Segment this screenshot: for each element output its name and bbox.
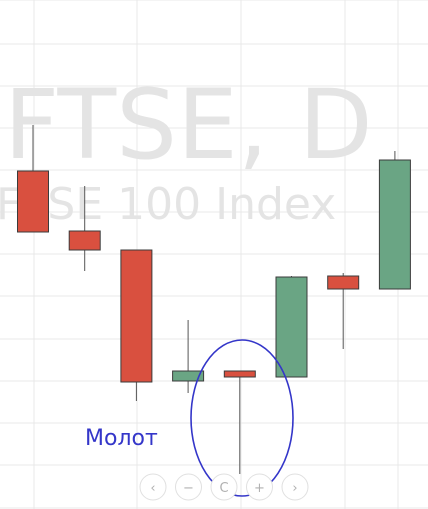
reset-icon[interactable]: C (219, 481, 228, 496)
candle-body (275, 276, 308, 378)
candle (378, 151, 411, 290)
reset-button-circle[interactable] (210, 473, 238, 501)
hammer-highlight-ellipse (190, 339, 294, 497)
chart-subtitle-watermark: FTSE 100 Index (0, 179, 336, 230)
zoom-out-button-circle[interactable] (175, 473, 202, 501)
chart-title-watermark: FTSE, D (4, 69, 373, 181)
candle (17, 125, 49, 233)
reset-button[interactable]: C (210, 473, 238, 501)
scroll-left-button[interactable]: ‹ (139, 473, 167, 501)
candle (120, 249, 153, 401)
minus-icon[interactable]: − (183, 481, 194, 496)
scroll-left-button-circle[interactable] (139, 473, 167, 501)
candle-body (17, 170, 49, 233)
candle-body (327, 275, 360, 290)
candle (275, 276, 308, 378)
candle-body (378, 159, 411, 290)
candle-body (120, 249, 153, 383)
plus-icon[interactable]: + (254, 481, 265, 496)
candle (327, 273, 360, 349)
candles-layer (17, 125, 411, 474)
chart-navigation: ‹ − C + › (139, 473, 309, 501)
candle (68, 186, 101, 271)
zoom-in-button[interactable]: + (246, 473, 273, 501)
zoom-in-button-circle[interactable] (246, 473, 273, 501)
candle (223, 370, 256, 474)
chevron-left-icon[interactable]: ‹ (150, 481, 155, 496)
candle-body (68, 230, 101, 251)
scroll-right-button[interactable]: › (281, 473, 309, 501)
candle (172, 320, 205, 393)
chevron-right-icon[interactable]: › (292, 481, 297, 496)
zoom-out-button[interactable]: − (175, 473, 202, 501)
candle-body (223, 370, 256, 378)
scroll-right-button-circle[interactable] (281, 473, 309, 501)
candle-body (172, 370, 205, 382)
hammer-annotation-label: Молот (85, 426, 158, 451)
